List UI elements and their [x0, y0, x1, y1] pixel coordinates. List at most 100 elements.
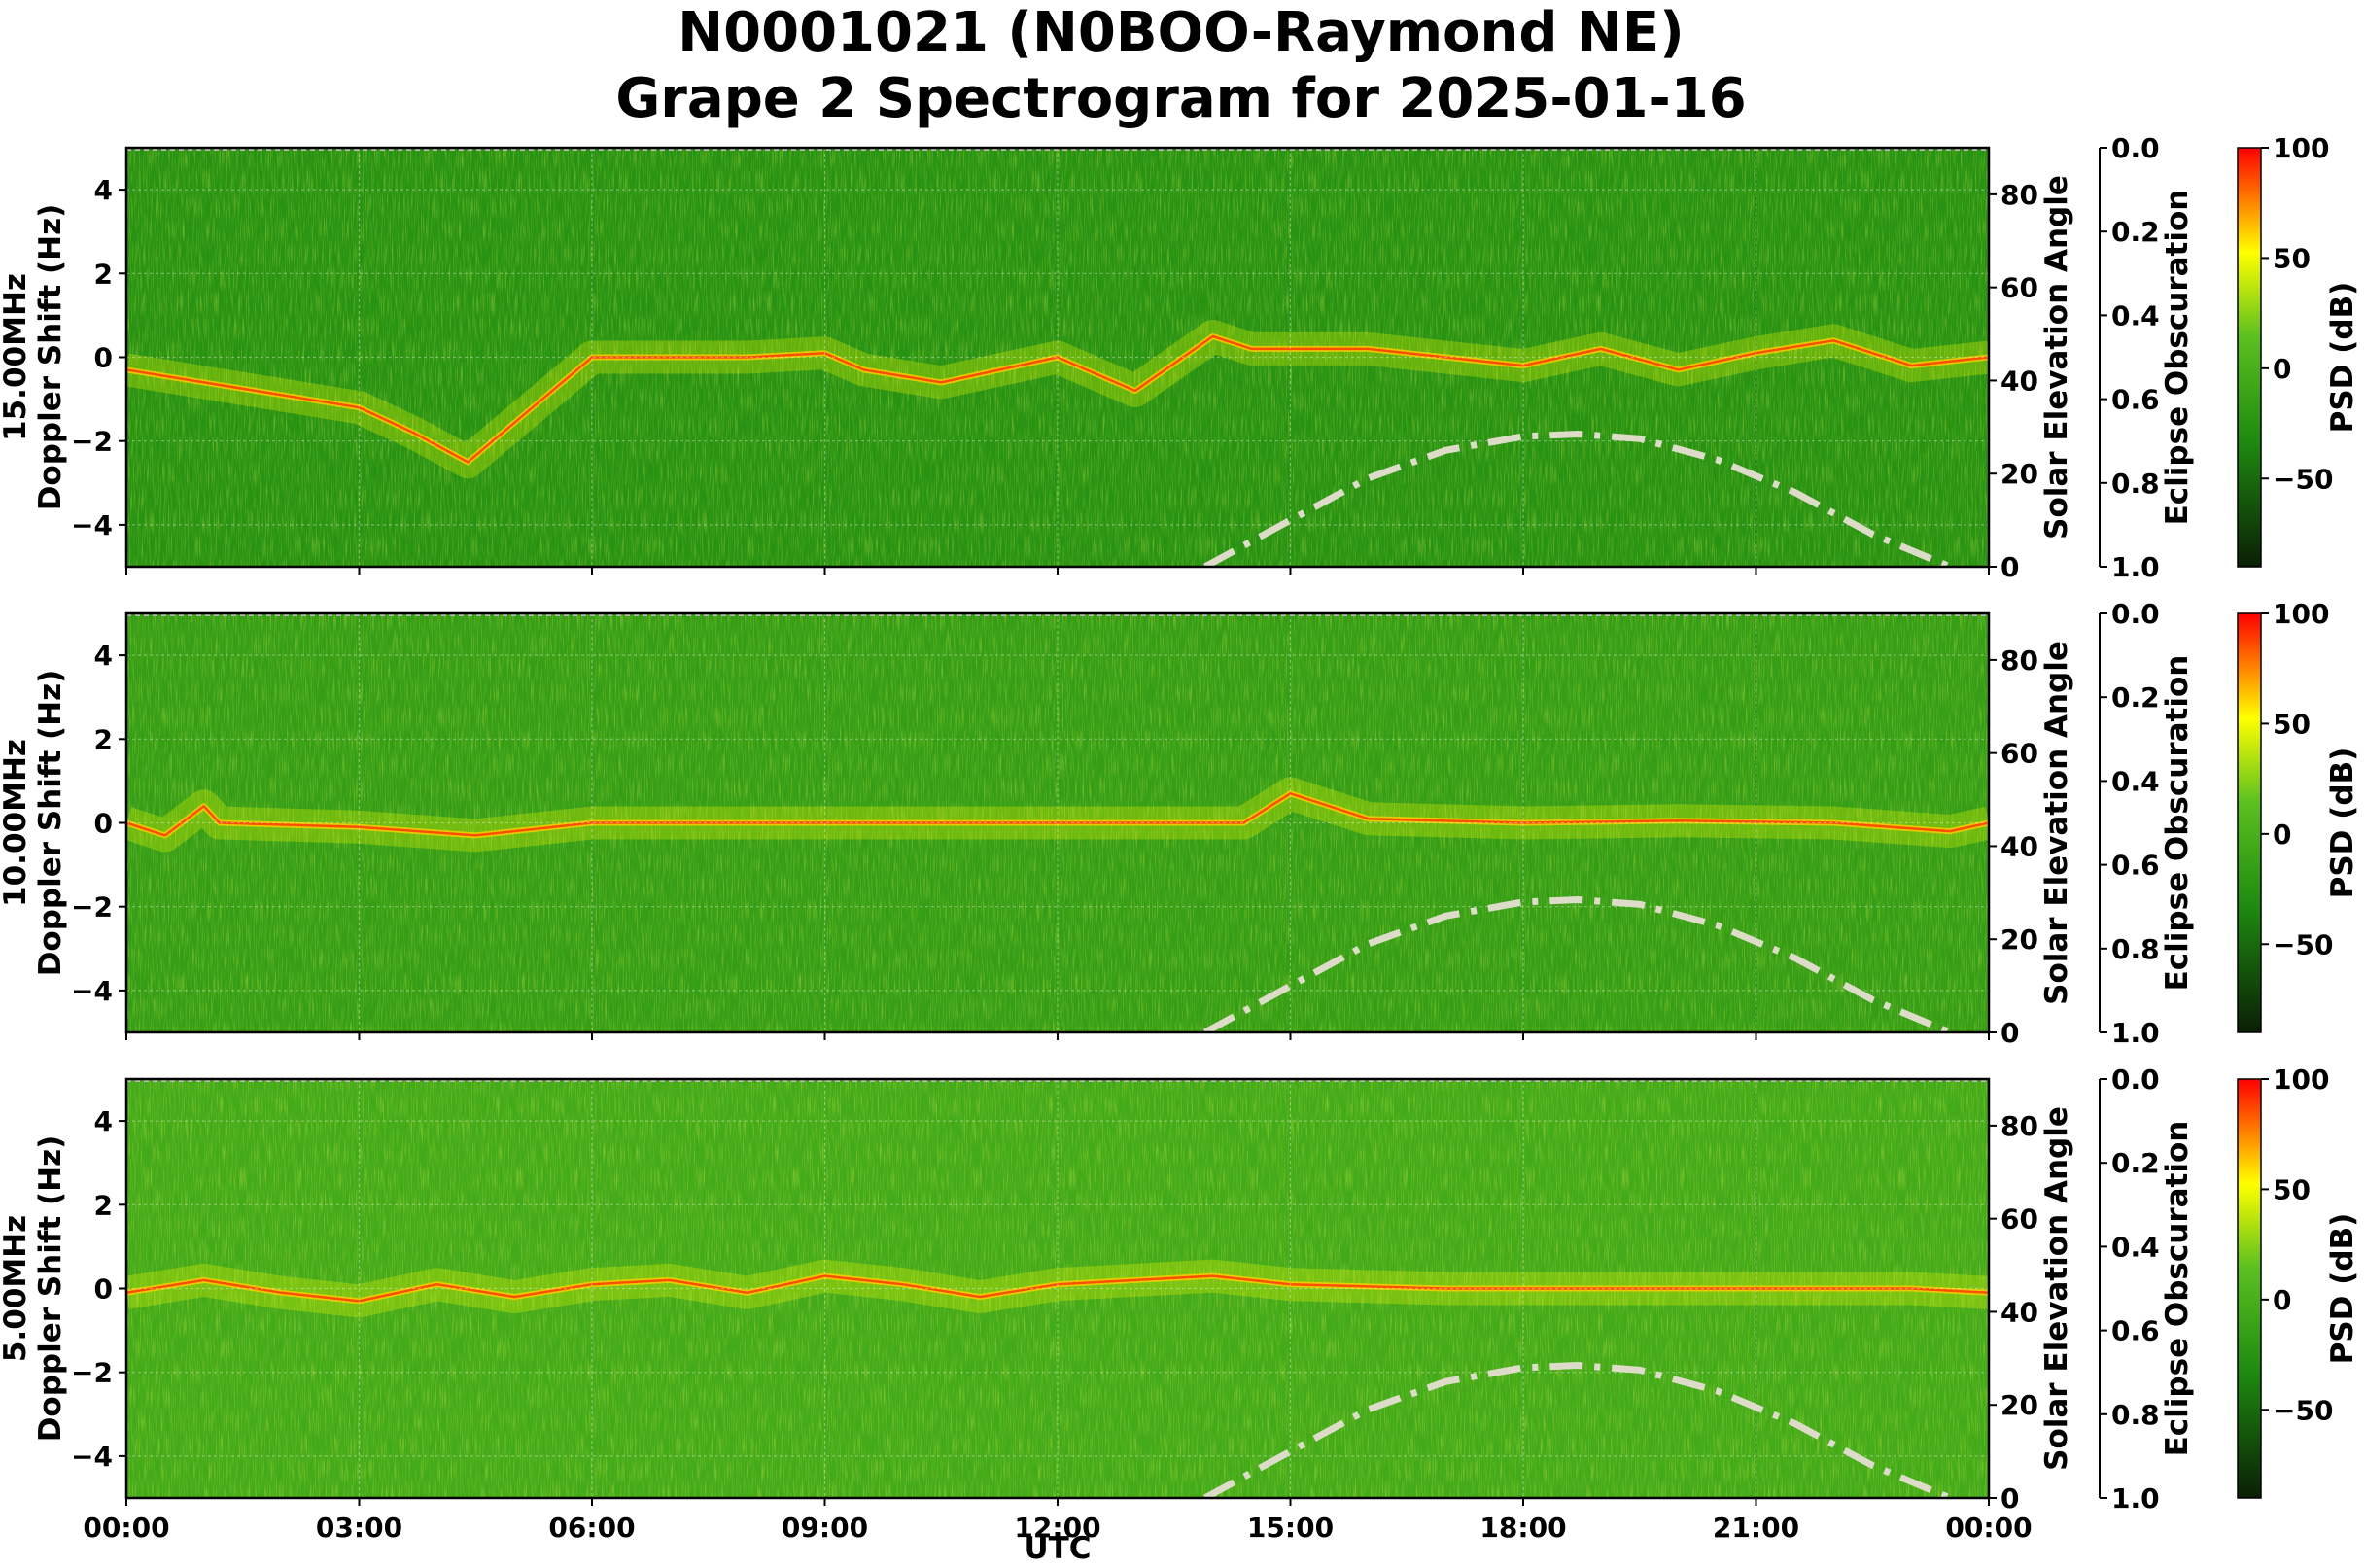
doppler-tick-label: 2 [94, 1189, 113, 1221]
doppler-tick-label: −4 [71, 509, 113, 541]
eclipse-tick-label: 0.6 [2111, 1315, 2160, 1347]
eclipse-tick-label: 1.0 [2111, 1482, 2160, 1515]
doppler-tick-label: −2 [71, 426, 113, 458]
colorbar-tick-label: 50 [2273, 1173, 2311, 1205]
eclipse-tick-label: 1.0 [2111, 1017, 2160, 1049]
eclipse-tick-label: 0.8 [2111, 468, 2160, 500]
doppler-tick-label: −2 [71, 1357, 113, 1389]
eclipse-tick-label: 0.2 [2111, 216, 2160, 248]
colorbar-tick-label: 0 [2273, 1284, 2291, 1316]
x-tick-label: 03:00 [316, 1512, 402, 1544]
eclipse-tick-label: 0.2 [2111, 1147, 2160, 1179]
eclipse-axis-label: Eclipse Obscuration [2160, 655, 2195, 992]
doppler-tick-label: 4 [94, 1105, 113, 1137]
solar-tick-label: 0 [2000, 551, 2019, 583]
panel-5-00mhz: 420−2−45.00MHz Doppler Shift (Hz)80604020… [0, 1063, 2360, 1544]
colorbar [2237, 1078, 2262, 1499]
x-axis-label: UTC [1024, 1531, 1091, 1566]
solar-tick-label: 80 [2000, 1110, 2038, 1142]
solar-tick-label: 80 [2000, 645, 2038, 677]
solar-elevation-curve [1203, 895, 1952, 1032]
solar-elevation-curve [1203, 1361, 1952, 1498]
solar-tick-label: 40 [2000, 830, 2038, 862]
colorbar [2237, 147, 2262, 568]
doppler-axis-label: Doppler Shift (Hz) [33, 670, 68, 977]
solar-axis-label: Solar Elevation Angle [2039, 1106, 2074, 1471]
solar-tick-label: 60 [2000, 738, 2038, 770]
x-tick-label: 09:00 [782, 1512, 868, 1544]
doppler-trace-core [126, 334, 1989, 464]
doppler-tick-label: −4 [71, 975, 113, 1007]
panel-frequency-label: 15.00MHz [0, 273, 33, 441]
x-tick-label: 00:00 [83, 1512, 169, 1544]
solar-tick-label: 20 [2000, 923, 2038, 956]
eclipse-tick-label: 0.8 [2111, 1399, 2160, 1431]
colorbar-tick-label: 100 [2273, 598, 2329, 630]
doppler-tick-label: −2 [71, 891, 113, 923]
solar-elevation-curve [1203, 430, 1952, 567]
panels-group: 420−2−415.00MHz Doppler Shift (Hz)8060402… [0, 132, 2360, 1544]
doppler-tick-label: 0 [94, 1273, 113, 1306]
doppler-tick-label: 0 [94, 342, 113, 374]
eclipse-tick-label: 0.2 [2111, 681, 2160, 714]
colorbar-tick-label: 0 [2273, 353, 2291, 385]
doppler-trace-core [126, 1274, 1989, 1303]
eclipse-tick-label: 0.8 [2111, 933, 2160, 965]
colorbar-tick-label: 50 [2273, 708, 2311, 740]
eclipse-tick-label: 0.0 [2111, 132, 2160, 164]
chart-title-line-2: Grape 2 Spectrogram for 2025-01-16 [615, 67, 1746, 130]
panel-frequency-label: 5.00MHz [0, 1215, 33, 1362]
eclipse-tick-label: 1.0 [2111, 551, 2160, 583]
doppler-tick-label: 2 [94, 723, 113, 755]
eclipse-tick-label: 0.4 [2111, 765, 2160, 797]
eclipse-tick-label: 0.0 [2111, 598, 2160, 630]
colorbar-label: PSD (dB) [2325, 282, 2360, 434]
solar-axis-label: Solar Elevation Angle [2039, 641, 2074, 1005]
eclipse-axis-label: Eclipse Obscuration [2160, 1121, 2195, 1457]
colorbar-tick-label: −50 [2273, 928, 2333, 960]
solar-tick-label: 80 [2000, 179, 2038, 211]
eclipse-tick-label: 0.6 [2111, 384, 2160, 416]
solar-tick-label: 20 [2000, 1389, 2038, 1421]
doppler-tick-label: 2 [94, 258, 113, 290]
panel-10-00mhz: 420−2−410.00MHz Doppler Shift (Hz)8060402… [0, 598, 2360, 1049]
solar-tick-label: 40 [2000, 365, 2038, 397]
x-tick-label: 21:00 [1713, 1512, 1799, 1544]
eclipse-tick-label: 0.4 [2111, 1231, 2160, 1263]
colorbar-tick-label: 100 [2273, 132, 2329, 164]
solar-axis-label: Solar Elevation Angle [2039, 175, 2074, 540]
colorbar-tick-label: −50 [2273, 1394, 2333, 1426]
panel-15-00mhz: 420−2−415.00MHz Doppler Shift (Hz)8060402… [0, 132, 2360, 583]
colorbar-tick-label: 100 [2273, 1063, 2329, 1096]
doppler-trace-core [126, 792, 1989, 837]
colorbar-tick-label: 50 [2273, 242, 2311, 274]
colorbar-tick-label: 0 [2273, 819, 2291, 851]
doppler-tick-label: −4 [71, 1441, 113, 1473]
x-tick-label: 15:00 [1247, 1512, 1334, 1544]
solar-tick-label: 60 [2000, 1203, 2038, 1236]
colorbar [2237, 612, 2262, 1033]
eclipse-tick-label: 0.6 [2111, 850, 2160, 882]
doppler-tick-label: 4 [94, 174, 113, 206]
doppler-tick-label: 4 [94, 640, 113, 672]
x-tick-label: 06:00 [548, 1512, 635, 1544]
panel-frequency-label: 10.00MHz [0, 739, 33, 907]
doppler-axis-label: Doppler Shift (Hz) [33, 204, 68, 511]
eclipse-axis-label: Eclipse Obscuration [2160, 190, 2195, 526]
eclipse-tick-label: 0.0 [2111, 1063, 2160, 1096]
colorbar-tick-label: −50 [2273, 463, 2333, 495]
solar-tick-label: 60 [2000, 272, 2038, 304]
x-tick-label: 18:00 [1479, 1512, 1566, 1544]
colorbar-label: PSD (dB) [2325, 748, 2360, 899]
doppler-tick-label: 0 [94, 808, 113, 840]
x-tick-label: 00:00 [1945, 1512, 2032, 1544]
x-tick-label: 12:00 [1014, 1512, 1100, 1544]
chart-title-line-1: N0001021 (N0BOO-Raymond NE) [678, 1, 1684, 64]
solar-tick-label: 40 [2000, 1296, 2038, 1328]
doppler-axis-label: Doppler Shift (Hz) [33, 1135, 68, 1443]
solar-tick-label: 0 [2000, 1017, 2019, 1049]
eclipse-tick-label: 0.4 [2111, 299, 2160, 331]
colorbar-label: PSD (dB) [2325, 1213, 2360, 1365]
solar-tick-label: 0 [2000, 1482, 2019, 1515]
